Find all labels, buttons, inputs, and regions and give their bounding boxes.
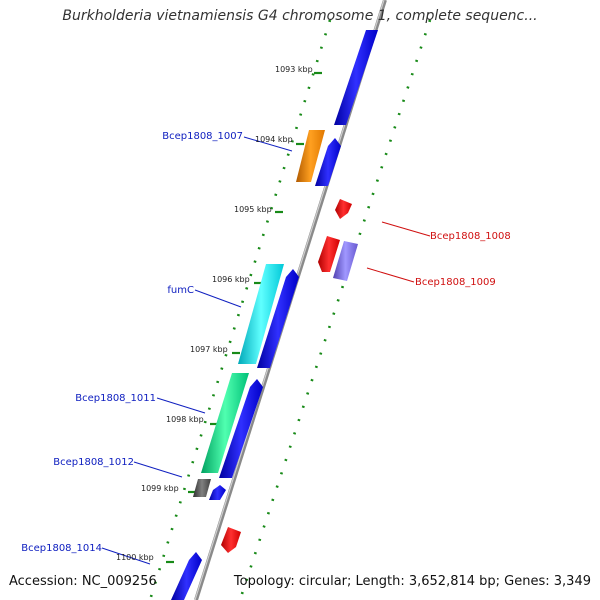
tick-label-1095: 1095 kbp [234, 205, 272, 214]
forward-strand-genes [171, 30, 378, 600]
gene-bcep1808-1007 [296, 130, 325, 182]
gene-forward-3 [257, 269, 299, 368]
accession-label: Accession: NC_009256 [9, 574, 157, 589]
kbp-tick-marks [166, 71, 322, 564]
gene-bcep1808-1009 [333, 241, 358, 281]
gene-bcep1808-1012 [193, 479, 211, 497]
reverse-strand-genes [221, 199, 352, 553]
gene-forward-5 [209, 485, 226, 500]
genome-summary: Topology: circular; Length: 3,652,814 bp… [233, 574, 591, 589]
gene-bcep1808-1008 [335, 199, 352, 219]
gc-content-track [148, 19, 432, 600]
label-bcep1808-1009[interactable]: Bcep1808_1009 [415, 277, 496, 288]
tick-label-1096: 1096 kbp [212, 275, 250, 284]
label-bcep1808-1014[interactable]: Bcep1808_1014 [21, 543, 102, 554]
gene-forward-2 [315, 138, 341, 186]
gene-red-3 [221, 527, 241, 553]
tick-label-1093: 1093 kbp [275, 65, 313, 74]
gene-bcep1808-1011 [201, 373, 249, 473]
label-bcep1808-1011[interactable]: Bcep1808_1011 [75, 393, 156, 404]
gene-red-2 [318, 236, 340, 272]
gene-forward-1 [334, 30, 378, 125]
tick-label-1097: 1097 kbp [190, 345, 228, 354]
gene-forward-6 [171, 552, 202, 600]
tick-label-1094: 1094 kbp [255, 135, 293, 144]
gene-forward-4 [219, 379, 263, 478]
label-bcep1808-1007[interactable]: Bcep1808_1007 [162, 131, 243, 142]
map-title: Burkholderia vietnamiensis G4 chromosome… [62, 8, 538, 24]
gene-labels: Bcep1808_1007 Bcep1808_1008 Bcep1808_100… [21, 131, 511, 554]
colored-genes [193, 130, 358, 497]
label-fumc[interactable]: fumC [167, 285, 194, 296]
label-bcep1808-1012[interactable]: Bcep1808_1012 [53, 457, 134, 468]
tick-label-1099: 1099 kbp [141, 484, 179, 493]
gene-fumc [238, 264, 284, 364]
label-leaders [101, 136, 431, 565]
tick-label-1100: 1100 kbp [116, 553, 154, 562]
tick-label-1098: 1098 kbp [166, 415, 204, 424]
kbp-tick-labels: 1093 kbp 1094 kbp 1095 kbp 1096 kbp 1097… [116, 65, 313, 562]
label-bcep1808-1008[interactable]: Bcep1808_1008 [430, 231, 511, 242]
